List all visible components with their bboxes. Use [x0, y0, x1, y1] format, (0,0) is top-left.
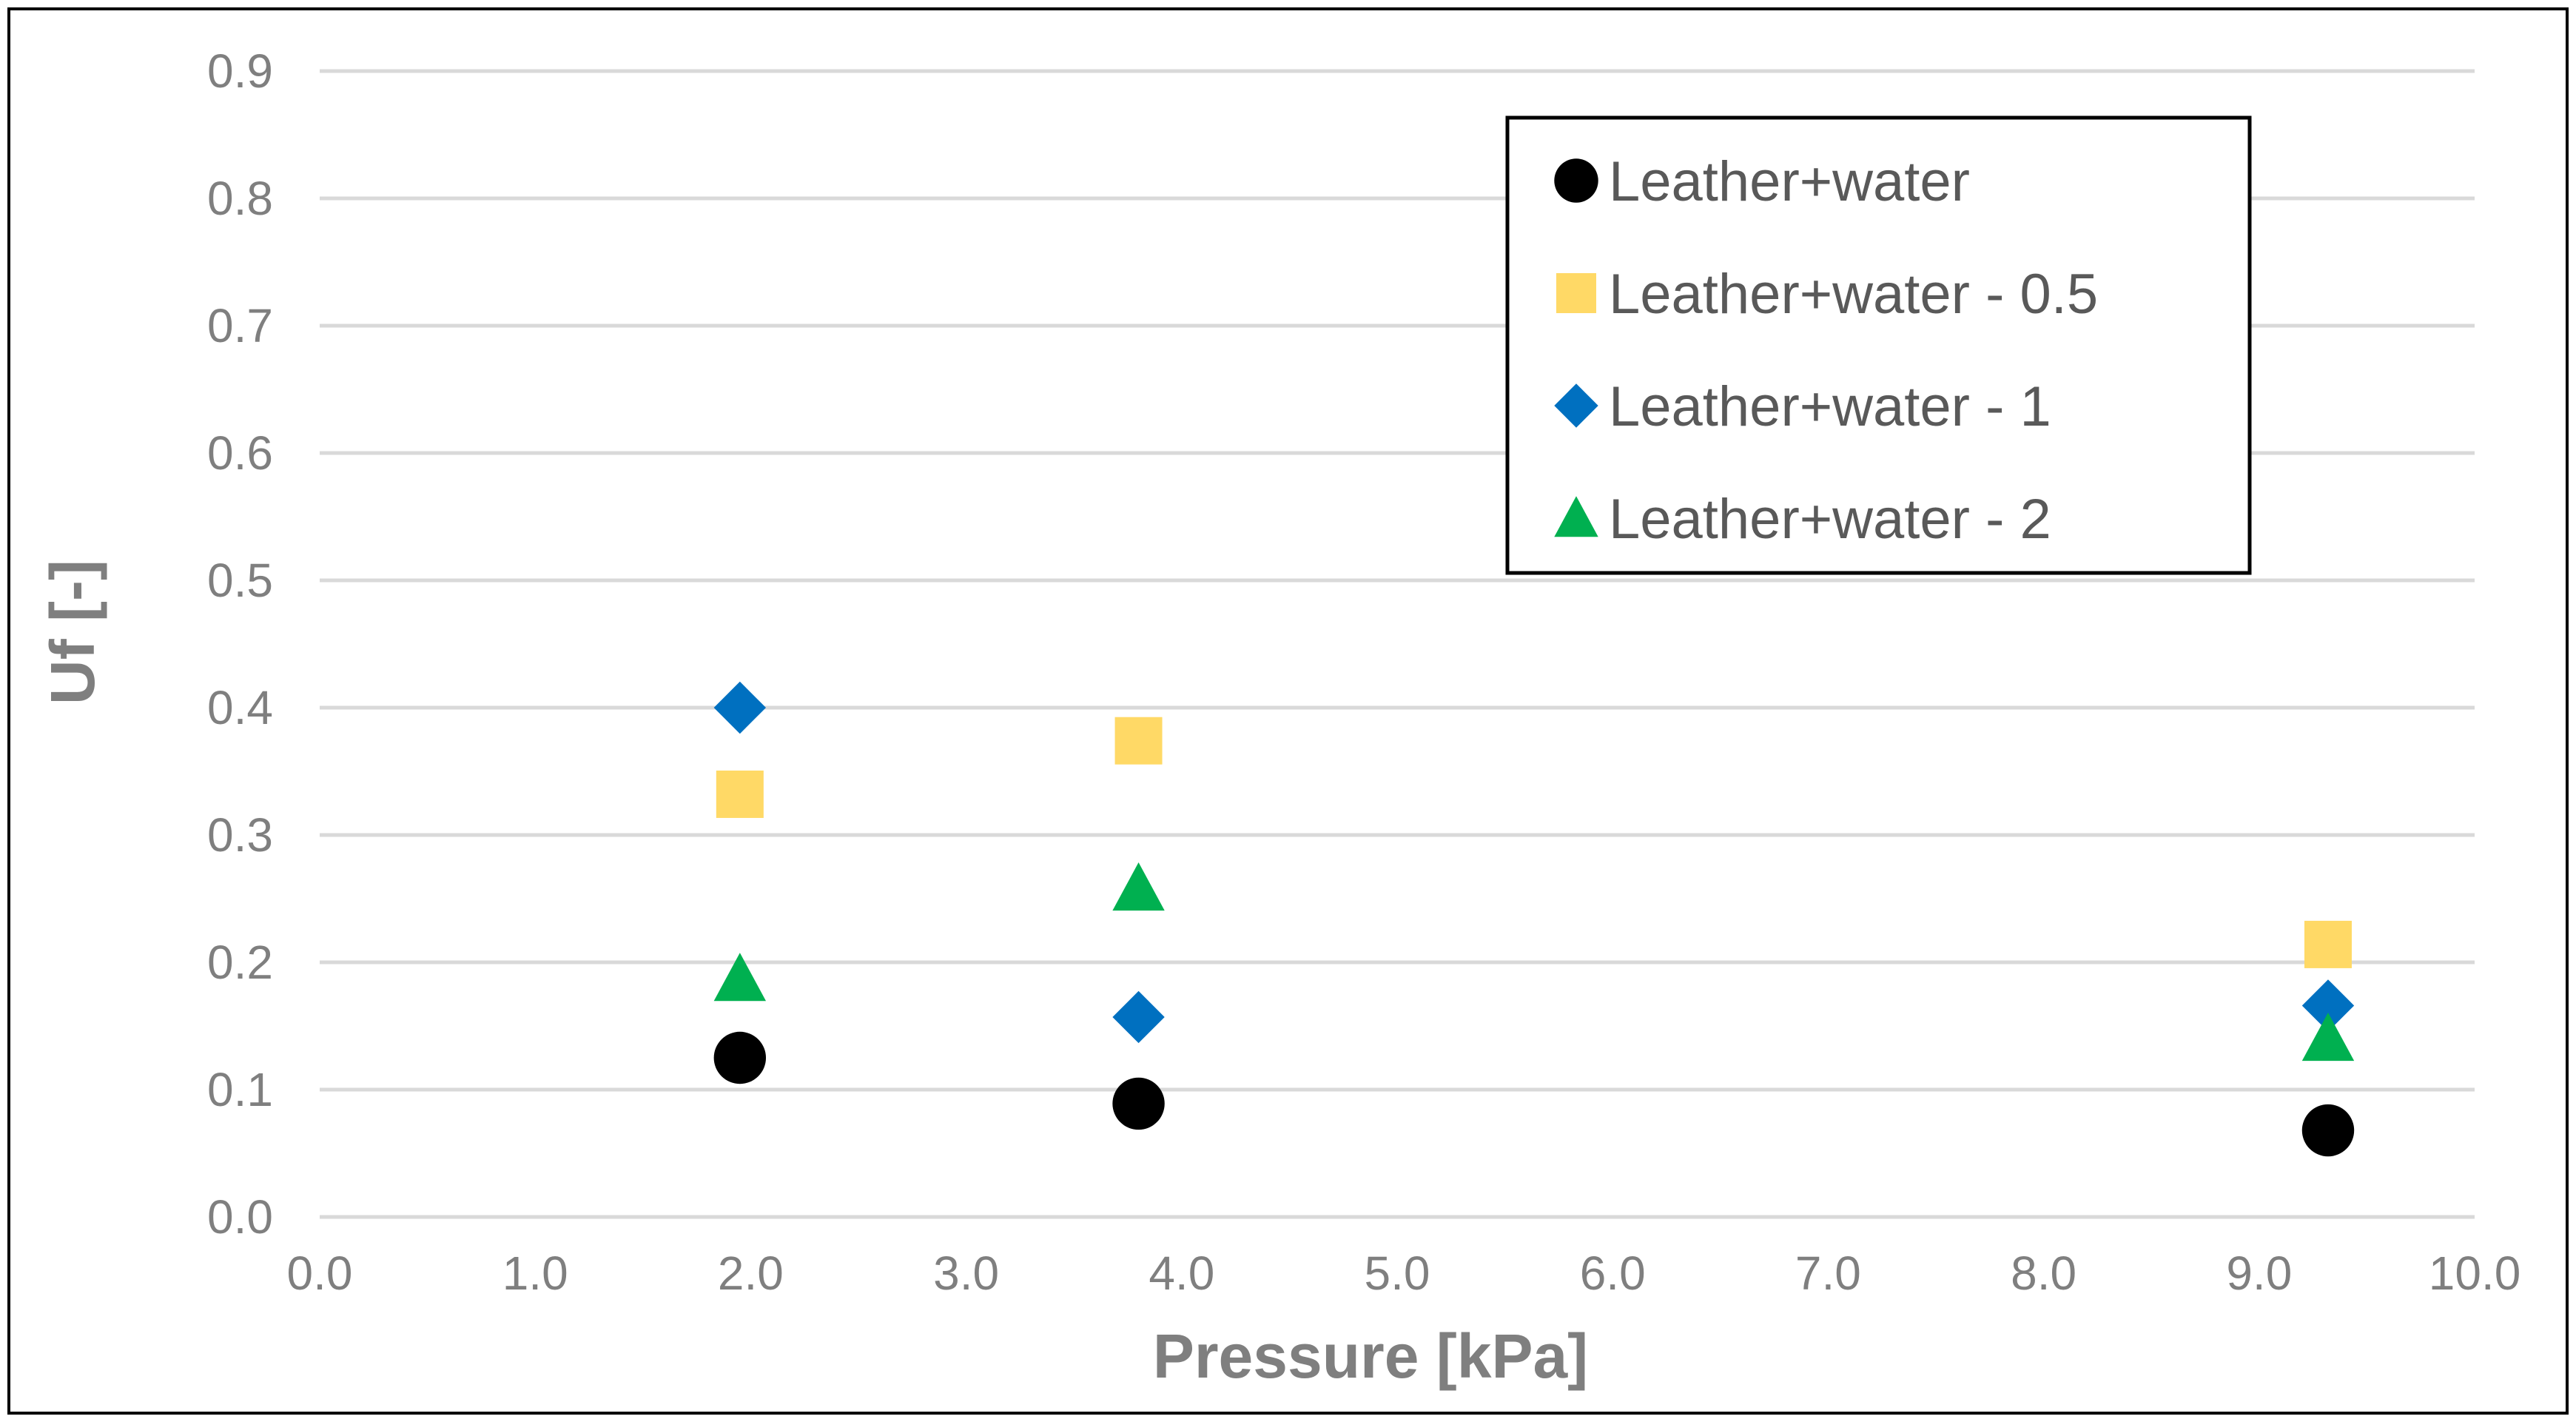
data-point-circle-0-1 [1112, 1077, 1165, 1130]
y-tick-label: 0.2 [207, 936, 273, 989]
x-tick-label: 10.0 [2429, 1247, 2521, 1300]
legend-label: Leather+water - 0.5 [1609, 263, 2098, 326]
y-tick-label: 0.3 [207, 808, 273, 862]
x-tick-label: 5.0 [1365, 1247, 1430, 1300]
x-tick-label: 7.0 [1795, 1247, 1861, 1300]
data-point-square-1-2 [2304, 920, 2352, 968]
y-tick-label: 0.0 [207, 1190, 273, 1244]
legend-box [1505, 115, 2252, 575]
data-point-diamond-2-0 [713, 681, 767, 734]
x-tick-label: 6.0 [1580, 1247, 1646, 1300]
y-tick-label: 0.8 [207, 172, 273, 225]
y-tick-label: 0.4 [207, 681, 273, 734]
data-point-triangle-3-2 [2301, 1013, 2355, 1062]
y-tick-label: 0.6 [207, 426, 273, 480]
x-tick-label: 4.0 [1149, 1247, 1214, 1300]
y-tick-label: 0.5 [207, 554, 273, 607]
x-tick-label: 0.0 [287, 1247, 353, 1300]
y-tick-label: 0.1 [207, 1063, 273, 1116]
y-tick-label: 0.7 [207, 299, 273, 352]
legend-label: Leather+water [1609, 150, 1970, 213]
grid-lines [320, 69, 2475, 1219]
legend-marker-triangle [1554, 496, 1598, 537]
data-points [713, 681, 2355, 1157]
legend-marker-diamond [1554, 383, 1598, 428]
legend-label: Leather+water - 2 [1609, 488, 2051, 551]
legend-label: Leather+water - 1 [1609, 375, 2051, 438]
scatter-chart: 0.0 0.1 0.2 0.3 0.4 0.5 0.6 0.7 0.8 0.9 0.0 1.0 2.0… [38, 44, 2521, 1391]
y-tick-labels: 0.0 0.1 0.2 0.3 0.4 0.5 0.6 0.7 0.8 0.9 [207, 44, 273, 1244]
y-axis-title: Uf [-] [38, 560, 107, 705]
x-tick-label: 1.0 [502, 1247, 568, 1300]
x-tick-label: 8.0 [2011, 1247, 2076, 1300]
data-point-square-1-1 [1114, 717, 1163, 765]
legend-marker-circle [1554, 158, 1598, 203]
data-point-square-1-0 [716, 770, 764, 818]
chart-frame: 0.0 0.1 0.2 0.3 0.4 0.5 0.6 0.7 0.8 0.9 0.0 1.0 2.0… [7, 7, 2569, 1415]
data-point-diamond-2-1 [1112, 990, 1165, 1044]
x-tick-label: 9.0 [2226, 1247, 2292, 1300]
data-point-circle-0-2 [2301, 1104, 2355, 1157]
legend-marker-square [1556, 273, 1596, 313]
data-point-triangle-3-1 [1112, 862, 1165, 911]
y-tick-label: 0.9 [207, 44, 273, 98]
x-tick-label: 3.0 [933, 1247, 999, 1300]
x-tick-label: 2.0 [718, 1247, 784, 1300]
data-point-circle-0-0 [713, 1031, 767, 1084]
x-axis-title: Pressure [kPa] [1153, 1321, 1588, 1391]
data-point-triangle-3-0 [713, 953, 767, 1002]
legend: Leather+water Leather+water - 0.5 Leather+… [1505, 115, 2252, 575]
data-point-diamond-2-2 [2301, 979, 2355, 1032]
x-tick-labels: 0.0 1.0 2.0 3.0 4.0 5.0 6.0 7.0 8.0 9.0 10.0 [287, 1247, 2521, 1300]
